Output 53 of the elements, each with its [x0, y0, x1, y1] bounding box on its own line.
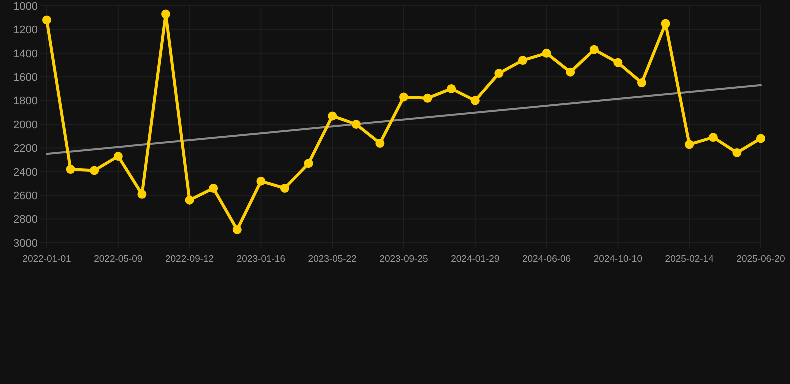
point	[138, 190, 147, 199]
point	[256, 176, 266, 186]
point	[185, 196, 194, 205]
y-tick-label: 1800	[14, 96, 38, 108]
point	[423, 94, 432, 103]
x-tick-label: 2023-01-16	[236, 254, 286, 265]
point	[66, 165, 76, 174]
point	[114, 152, 123, 161]
x-tick-label: 2025-02-14	[665, 254, 714, 265]
point	[162, 10, 170, 19]
y-tick-label: 1200	[14, 24, 38, 37]
x-tick-label: 2022-01-01	[22, 254, 72, 265]
point	[685, 140, 694, 150]
y-tick-label: 1600	[14, 72, 38, 84]
point	[328, 112, 338, 121]
point	[590, 45, 599, 54]
point	[518, 56, 528, 66]
point	[470, 96, 480, 106]
x-tick-label: 2022-09-12	[165, 254, 214, 265]
point	[566, 68, 576, 77]
x-tick-label: 2025-06-20	[736, 254, 786, 265]
point	[542, 48, 552, 58]
point	[280, 184, 290, 193]
point	[638, 78, 646, 88]
x-tick-label: 2024-06-06	[522, 254, 572, 265]
point	[447, 84, 456, 94]
point	[732, 148, 742, 158]
point	[756, 134, 766, 144]
y-tick-label: 2000	[14, 119, 38, 132]
point	[352, 120, 361, 129]
point	[708, 133, 718, 142]
y-tick-label: 1400	[14, 48, 38, 60]
x-tick-label: 2022-05-09	[94, 254, 143, 265]
point	[42, 16, 52, 25]
y-tick-label: 2800	[14, 214, 38, 226]
x-tick-label: 2024-10-10	[594, 254, 643, 265]
y-tick-label: 1000	[14, 0, 38, 13]
point	[90, 166, 100, 176]
point	[614, 58, 623, 68]
y-tick-label: 2400	[14, 166, 38, 179]
point	[661, 19, 670, 28]
point	[209, 184, 218, 193]
y-tick-label: 2600	[14, 190, 38, 202]
x-tick-label: 2023-09-25	[380, 254, 428, 265]
x-tick-label: 2023-05-22	[308, 254, 357, 265]
point	[494, 69, 504, 78]
point	[232, 225, 242, 234]
y-tick-label: 3000	[14, 238, 38, 250]
point	[376, 138, 385, 148]
y-tick-label: 2200	[14, 143, 38, 156]
x-tick-label: 2024-01-29	[451, 254, 500, 265]
point	[304, 159, 314, 168]
point	[400, 92, 408, 102]
